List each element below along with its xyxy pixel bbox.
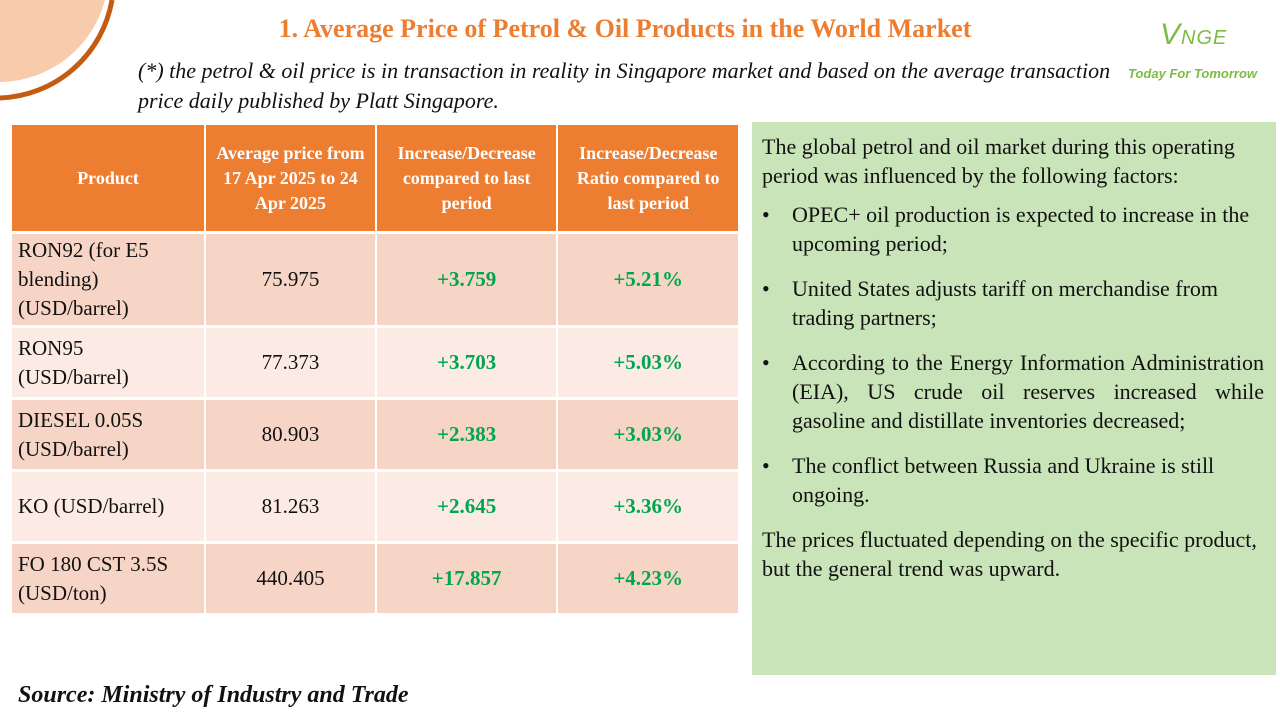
average-price-cell: 75.975 (206, 234, 375, 325)
bullet-icon: • (762, 276, 770, 301)
ratio-cell: +3.36% (558, 472, 738, 541)
bullet-icon: • (762, 453, 770, 478)
average-price-cell: 81.263 (206, 472, 375, 541)
bullet-icon: • (762, 350, 770, 375)
ratio-cell: +5.03% (558, 328, 738, 397)
change-cell: +3.759 (376, 234, 557, 325)
logo-tagline: Today For Tomorrow (1128, 66, 1258, 81)
factor-item: • The conflict between Russia and Ukraine… (762, 451, 1264, 509)
product-cell: FO 180 CST 3.5S (USD/ton) (12, 544, 205, 613)
factor-item: • United States adjusts tariff on merchan… (762, 274, 1264, 332)
logo-word: VNGE (1160, 18, 1228, 51)
change-cell: +2.383 (376, 400, 557, 469)
page-title: 1. Average Price of Petrol & Oil Product… (278, 14, 972, 43)
factor-text: According to the Energy Information Admi… (792, 350, 1264, 433)
change-cell: +3.703 (376, 328, 557, 397)
bullet-icon: • (762, 202, 770, 227)
market-factors-panel: The global petrol and oil market during … (752, 122, 1276, 675)
table-row: RON92 (for E5 blending) (USD/barrel) 75.… (12, 234, 738, 325)
panel-intro: The global petrol and oil market during … (762, 134, 1235, 188)
product-cell: RON95 (USD/barrel) (12, 328, 205, 397)
company-logo: VNGE Today For Tomorrow (1126, 18, 1266, 88)
factor-text: The conflict between Russia and Ukraine … (792, 453, 1215, 507)
factor-item: • OPEC+ oil production is expected to inc… (762, 200, 1264, 258)
product-cell: KO (USD/barrel) (12, 472, 205, 541)
change-cell: +2.645 (376, 472, 557, 541)
table-header-row: Product Average price from 17 Apr 2025 t… (12, 125, 738, 231)
corner-decoration (0, 0, 115, 101)
factor-text: OPEC+ oil production is expected to incr… (792, 202, 1250, 256)
table-row: FO 180 CST 3.5S (USD/ton) 440.405 +17.85… (12, 544, 738, 613)
factor-list: • OPEC+ oil production is expected to inc… (762, 200, 1264, 509)
factor-item: • According to the Energy Information Adm… (762, 348, 1264, 435)
product-cell: RON92 (for E5 blending) (USD/barrel) (12, 234, 205, 325)
average-price-cell: 77.373 (206, 328, 375, 397)
page-subtitle: (*) the petrol & oil price is in transac… (138, 58, 1111, 113)
source-note: Source: Ministry of Industry and Trade (18, 682, 409, 708)
header-product: Product (12, 125, 205, 231)
table-row: KO (USD/barrel) 81.263 +2.645 +3.36% (12, 472, 738, 541)
panel-conclusion: The prices fluctuated depending on the s… (762, 527, 1257, 581)
header-change: Increase/Decrease compared to last perio… (376, 125, 557, 231)
average-price-cell: 440.405 (206, 544, 375, 613)
header-average-price: Average price from 17 Apr 2025 to 24 Apr… (206, 125, 375, 231)
header-ratio: Increase/Decrease Ratio compared to last… (558, 125, 738, 231)
product-cell: DIESEL 0.05S (USD/barrel) (12, 400, 205, 469)
price-table: Product Average price from 17 Apr 2025 t… (10, 122, 740, 616)
average-price-cell: 80.903 (206, 400, 375, 469)
table-row: DIESEL 0.05S (USD/barrel) 80.903 +2.383 … (12, 400, 738, 469)
ratio-cell: +5.21% (558, 234, 738, 325)
table-row: RON95 (USD/barrel) 77.373 +3.703 +5.03% (12, 328, 738, 397)
ratio-cell: +4.23% (558, 544, 738, 613)
change-cell: +17.857 (376, 544, 557, 613)
factor-text: United States adjusts tariff on merchand… (792, 276, 1219, 330)
ratio-cell: +3.03% (558, 400, 738, 469)
